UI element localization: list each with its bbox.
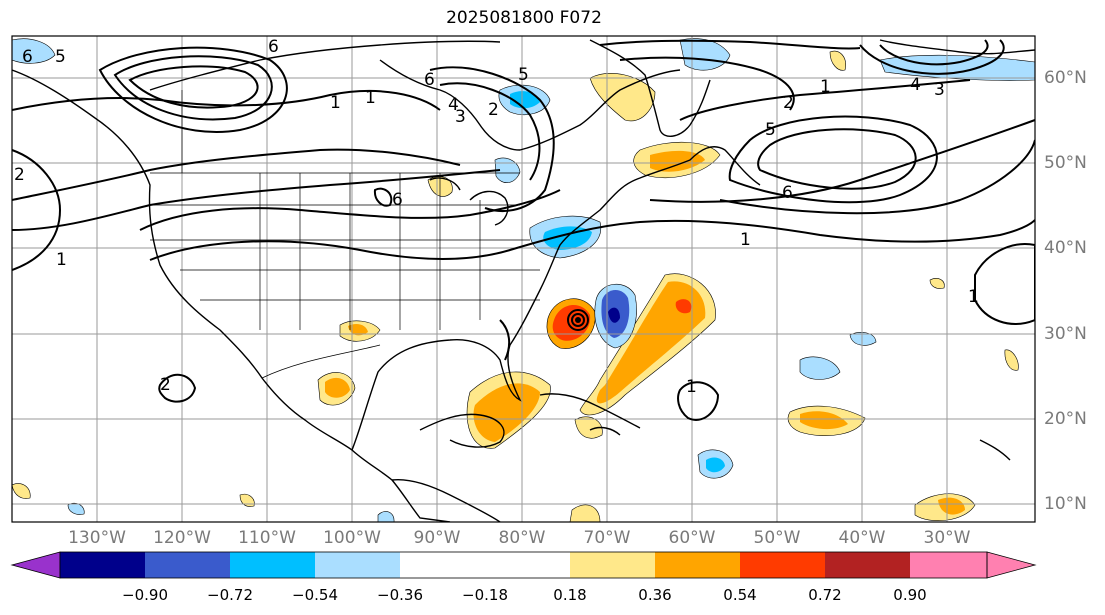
contour-label: 3 — [455, 107, 466, 127]
colorbar-segment — [315, 552, 400, 578]
colorbar-tick-label: −0.18 — [462, 586, 508, 604]
plot-frame — [11, 35, 1036, 523]
colorbar-segment — [655, 552, 740, 578]
contour-label: 2 — [783, 93, 794, 113]
colorbar-segment — [570, 552, 655, 578]
contour-label: 4 — [448, 95, 459, 115]
contour-label-group: 6 5 6 1 4 3 2 1 6 2 5 6 2 1 1 1 1 1 5 6 … — [14, 37, 979, 397]
colorbar-segment — [910, 552, 987, 578]
colorbar-extend-high — [986, 551, 1037, 579]
contour-label: 2 — [160, 375, 171, 395]
colorbar — [10, 551, 1037, 579]
lat-tick-label: 20°N — [1044, 409, 1087, 429]
contour-label: 4 — [910, 75, 921, 95]
contour-label: 1 — [968, 287, 979, 307]
colorbar-tick-label: −0.90 — [122, 586, 168, 604]
lon-tick-label: 50°W — [753, 528, 801, 548]
colorbar-tick-label: −0.72 — [207, 586, 253, 604]
colorbar-tick-label: −0.54 — [292, 586, 338, 604]
contour-label: 1 — [740, 230, 751, 250]
colorbar-tick-label: 0.90 — [893, 586, 927, 604]
lon-tick-label: 130°W — [68, 528, 126, 548]
contour-label: 6 — [392, 190, 403, 210]
borders — [150, 90, 540, 379]
lat-tick-label: 30°N — [1044, 324, 1087, 344]
colorbar-outline — [59, 551, 988, 579]
lon-tick-label: 30°W — [923, 528, 971, 548]
lon-tick-label: 100°W — [323, 528, 381, 548]
contour-label: 2 — [14, 165, 25, 185]
lat-tick-label: 50°N — [1044, 153, 1087, 173]
lon-tick-label: 90°W — [413, 528, 461, 548]
colorbar-segment — [825, 552, 910, 578]
lon-tick-label: 60°W — [668, 528, 716, 548]
lon-tick-label: 110°W — [238, 528, 296, 548]
colorbar-tick-label: 0.18 — [553, 586, 587, 604]
contour-label: 5 — [55, 47, 66, 67]
lat-tick-label: 10°N — [1044, 494, 1087, 514]
contour-label: 6 — [268, 37, 279, 57]
lon-tick-label: 120°W — [153, 528, 211, 548]
contour-label: 5 — [518, 65, 529, 85]
contour-label: 6 — [782, 183, 793, 203]
contour-label: 1 — [56, 250, 67, 270]
colorbar-tick-label: 0.54 — [723, 586, 757, 604]
colorbar-segment — [145, 552, 230, 578]
lon-tick-label: 80°W — [498, 528, 546, 548]
map-title: 2025081800 F072 — [446, 8, 602, 28]
cyclone-center — [567, 309, 589, 331]
colorbar-tick-label: 0.72 — [808, 586, 842, 604]
colorbar-tick-label: 0.36 — [638, 586, 672, 604]
colorbar-segment — [400, 552, 570, 578]
contour-label: 2 — [488, 100, 499, 120]
contour-label: 6 — [424, 70, 435, 90]
contour-lines — [12, 39, 1035, 421]
contour-label: 1 — [820, 77, 831, 97]
lon-tick-label: 70°W — [583, 528, 631, 548]
contour-label: 5 — [765, 120, 776, 140]
gridlines — [12, 36, 1035, 522]
colorbar-segment — [60, 552, 145, 578]
contour-label: 6 — [22, 47, 33, 67]
colorbar-tick-label: −0.36 — [377, 586, 423, 604]
contour-label: 1 — [365, 88, 376, 108]
colorbar-extend-low — [10, 551, 61, 579]
colorbar-segment — [230, 552, 315, 578]
colorbar-segment — [740, 552, 825, 578]
lat-tick-label: 40°N — [1044, 238, 1087, 258]
lat-tick-label: 60°N — [1044, 68, 1087, 88]
contour-label: 1 — [686, 377, 697, 397]
contour-label: 1 — [330, 93, 341, 113]
lon-tick-label: 40°W — [838, 528, 886, 548]
contour-label: 3 — [934, 80, 945, 100]
